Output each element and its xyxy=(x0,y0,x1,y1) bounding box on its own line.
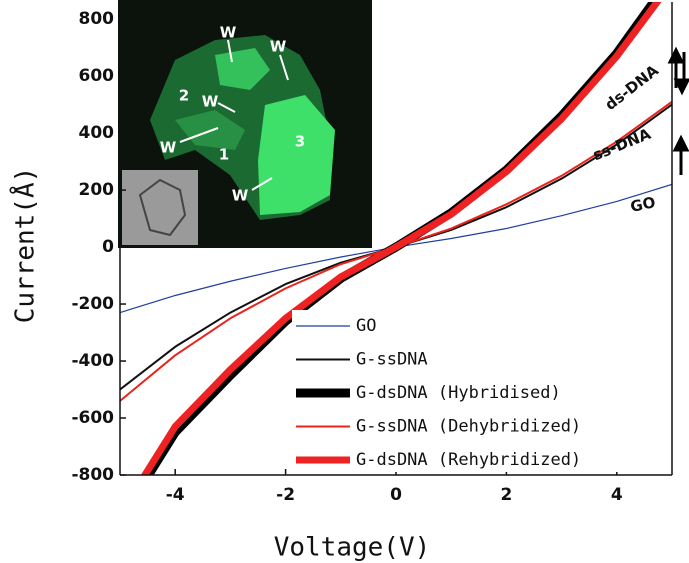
arrows xyxy=(667,46,689,175)
y-tick-label: -400 xyxy=(71,351,114,371)
y-axis-title: Current(Å) xyxy=(9,167,41,324)
annotation: 1 xyxy=(219,146,229,164)
annotation: W xyxy=(160,139,177,157)
annotation: ss-DNA xyxy=(590,125,653,165)
x-tick-label: 2 xyxy=(500,485,512,505)
legend-label: GO xyxy=(356,316,376,336)
legend-background xyxy=(292,310,670,472)
annotation: ds-DNA xyxy=(602,61,663,114)
y-tick-label: 200 xyxy=(79,180,115,200)
annotation: W xyxy=(220,24,237,42)
legend-label: G-ssDNA (Dehybridized) xyxy=(356,417,581,437)
y-tick-label: 600 xyxy=(79,66,115,86)
annotation: W xyxy=(202,93,219,111)
x-tick-label: 0 xyxy=(390,485,402,505)
series-line xyxy=(140,2,662,475)
x-axis-title: Voltage(V) xyxy=(274,533,431,563)
y-tick-label: 800 xyxy=(79,9,115,29)
x-tick-label: 4 xyxy=(611,485,623,505)
y-tick-label: -800 xyxy=(71,465,114,485)
annotation: 2 xyxy=(179,87,189,105)
y-tick-label: -600 xyxy=(71,408,114,428)
inset-image xyxy=(118,0,372,248)
y-tick-label: 0 xyxy=(102,237,114,257)
annotation: GO xyxy=(629,193,657,216)
plot-lines xyxy=(120,2,672,475)
y-tick-label: -200 xyxy=(71,294,114,314)
legend-label: G-dsDNA (Hybridised) xyxy=(356,383,561,403)
x-tick-label: -2 xyxy=(276,485,295,505)
annotation: W xyxy=(270,38,287,56)
y-tick-label: 400 xyxy=(79,123,115,143)
legend-label: G-dsDNA (Rehybridized) xyxy=(356,450,581,470)
legend-label: G-ssDNA xyxy=(356,350,428,370)
x-tick-label: -4 xyxy=(166,485,185,505)
annotation: W xyxy=(232,187,249,205)
annotation: 3 xyxy=(295,133,305,151)
